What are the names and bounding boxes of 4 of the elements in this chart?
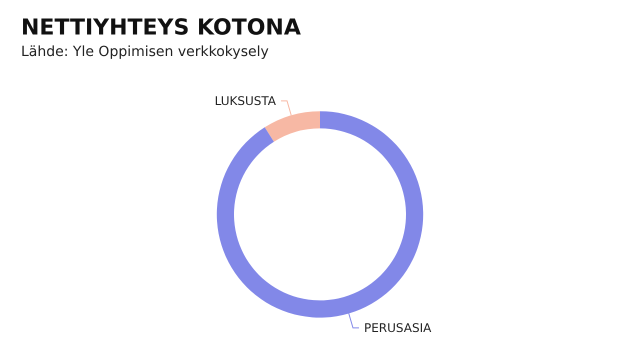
slice-label: PERUSASIA xyxy=(364,320,432,335)
slice-label: LUKSUSTA xyxy=(214,94,277,108)
chart-title: NETTIYHTEYS KOTONA xyxy=(21,16,301,40)
chart-subtitle: Lähde: Yle Oppimisen verkkokysely xyxy=(21,44,269,60)
